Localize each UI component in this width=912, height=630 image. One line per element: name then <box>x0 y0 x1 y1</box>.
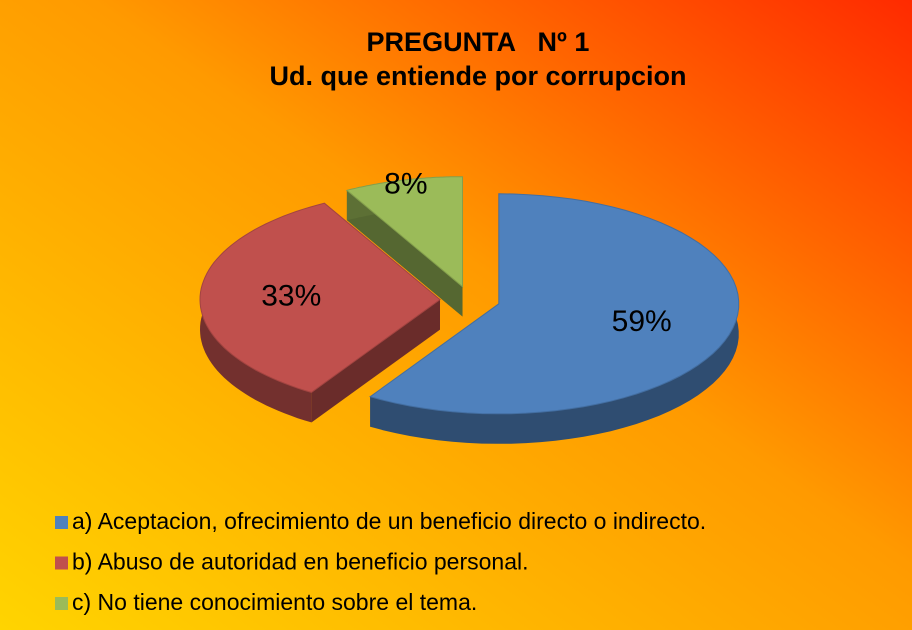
pie-slice <box>199 202 441 393</box>
legend-label: b) Abuso de autoridad en beneficio perso… <box>72 549 529 575</box>
chart-title: PREGUNTA Nº 1 <box>367 27 590 57</box>
pie-side-face <box>311 299 441 423</box>
legend-label: a) Aceptacion, ofrecimiento de un benefi… <box>72 508 706 534</box>
data-label: 59% <box>612 305 672 338</box>
legend-swatch <box>55 516 68 529</box>
pie-side-face <box>346 190 463 317</box>
pie-slice <box>345 176 464 288</box>
legend-label: c) No tiene conocimiento sobre el tema. <box>72 589 477 615</box>
legend-swatch <box>55 556 68 570</box>
data-label: 8% <box>384 167 427 200</box>
pie-slice <box>369 193 740 415</box>
data-label: 33% <box>261 279 321 312</box>
legend-swatch <box>55 597 68 610</box>
chart-subtitle: Ud. que entiende por corrupcion <box>269 61 686 91</box>
pie-wall <box>370 193 739 444</box>
